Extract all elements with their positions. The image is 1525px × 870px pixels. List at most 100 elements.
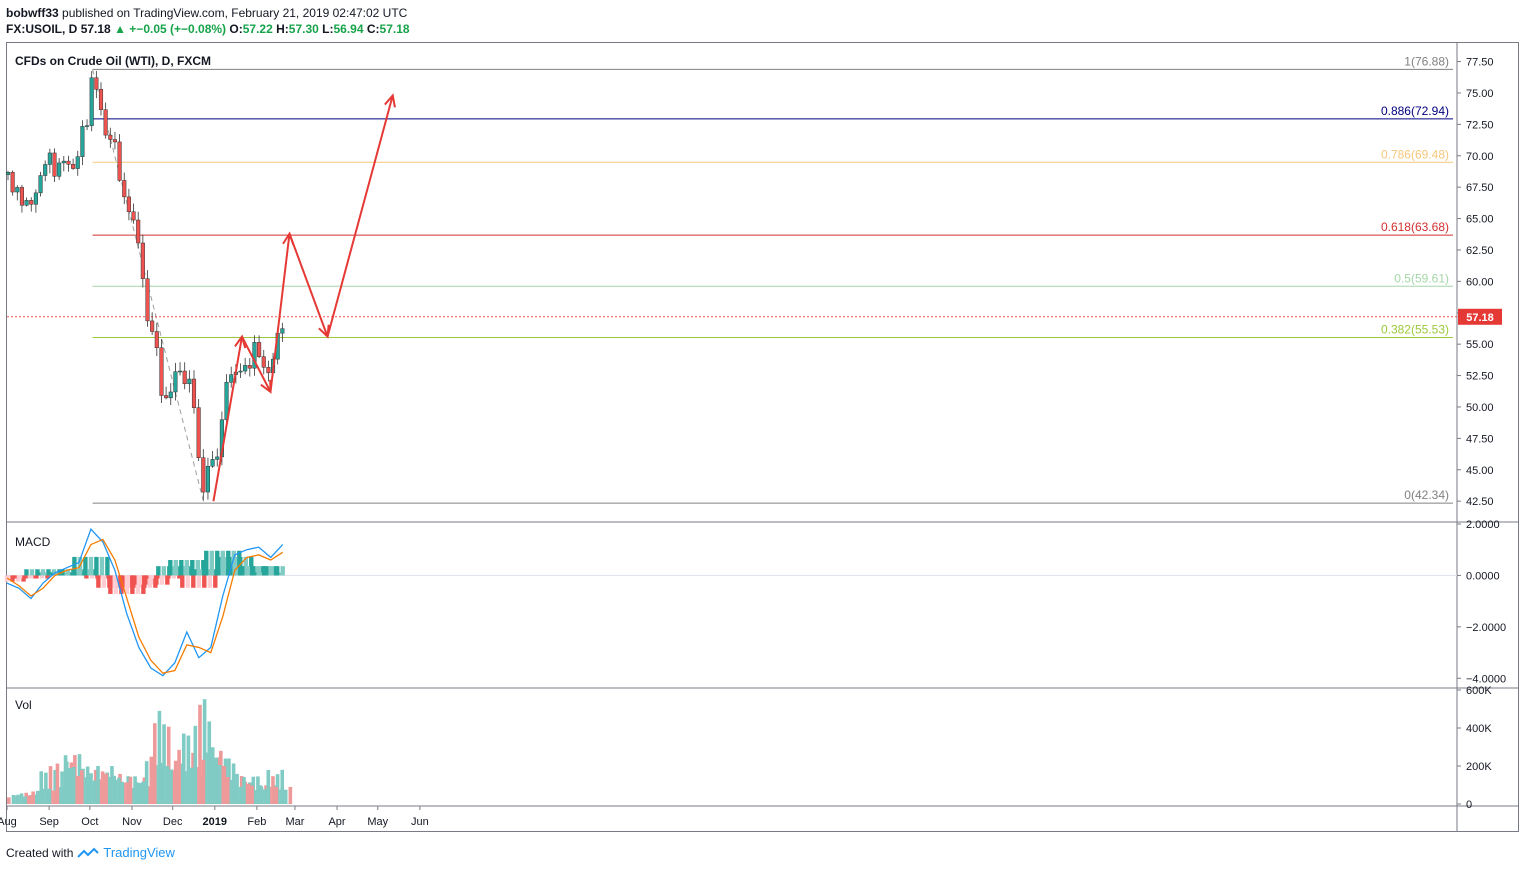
- candle-body: [29, 200, 34, 205]
- volume-bar: [144, 761, 149, 804]
- macd-histogram-bar: [5, 575, 11, 579]
- volume-bar: [128, 776, 133, 804]
- macd-histogram-bar: [108, 575, 113, 594]
- price-change: +−0.05 (+−0.08%): [129, 22, 227, 36]
- volume-bar: [88, 775, 92, 804]
- macd-histogram-bar: [202, 575, 207, 588]
- macd-histogram-bar: [216, 556, 221, 576]
- macd-histogram-bar: [257, 572, 262, 576]
- macd-tick-label: 2.0000: [1466, 519, 1500, 531]
- candle-body: [238, 370, 243, 373]
- macd-histogram-bar: [191, 575, 196, 588]
- macd-histogram-bar: [99, 556, 105, 576]
- time-tick-label: Aug: [0, 816, 17, 828]
- fib-level-label: 0.886(72.94): [1381, 104, 1449, 118]
- open-label: O:: [229, 22, 243, 36]
- candle-body: [215, 456, 220, 460]
- author-name[interactable]: bobwff33: [6, 6, 59, 20]
- volume-bar: [190, 767, 194, 804]
- time-tick-label: May: [367, 816, 388, 828]
- volume-bar: [185, 777, 190, 804]
- volume-bar: [181, 733, 186, 804]
- price-tick-label: 55.00: [1466, 339, 1494, 351]
- volume-bar: [254, 790, 259, 804]
- macd-histogram-bar: [48, 572, 53, 576]
- volume-bar: [63, 755, 68, 804]
- volume-bar: [288, 786, 293, 804]
- macd-histogram-bar: [159, 575, 165, 585]
- macd-histogram-bar: [196, 575, 202, 588]
- time-tick-label: Sep: [39, 816, 59, 828]
- volume-bar: [283, 789, 288, 804]
- candle-body: [243, 365, 248, 372]
- macd-histogram-bar: [184, 560, 190, 576]
- macd-histogram-bar: [233, 566, 238, 576]
- volume-bar: [242, 777, 246, 804]
- macd-histogram-bar: [155, 575, 160, 579]
- candle-body: [24, 200, 29, 206]
- time-tick-label: Jun: [411, 816, 429, 828]
- volume-bar: [206, 752, 210, 804]
- volume-bar: [225, 776, 230, 804]
- macd-histogram-bar: [168, 560, 173, 576]
- volume-bar: [173, 760, 178, 804]
- volume-bar: [44, 772, 48, 804]
- macd-histogram-bar: [36, 572, 41, 576]
- macd-histogram-bar: [180, 575, 185, 588]
- volume-bar: [68, 767, 73, 804]
- volume-bar: [162, 724, 166, 804]
- projection-arrow: [212, 336, 243, 502]
- volume-bar: [79, 770, 84, 804]
- macd-histogram-bar: [197, 569, 202, 576]
- volume-bar: [11, 794, 16, 804]
- macd-pane-title: MACD: [15, 535, 51, 549]
- candle-body: [136, 219, 141, 244]
- ohlc-line: FX:USOIL, D 57.18 ▲ +−0.05 (+−0.08%) O:5…: [6, 21, 410, 37]
- open-value: 57.22: [242, 22, 273, 36]
- fib-level-label: 0(42.34): [1404, 488, 1449, 502]
- candle-body: [19, 187, 24, 206]
- macd-tick-label: −2.0000: [1466, 622, 1506, 634]
- volume-bar: [165, 766, 170, 804]
- candle-body: [150, 320, 155, 332]
- macd-histogram-bar: [161, 566, 167, 576]
- candle-body: [94, 77, 99, 90]
- candle-body: [154, 331, 159, 349]
- volume-bar: [133, 776, 137, 804]
- fib-level-label: 0.786(69.48): [1381, 147, 1449, 161]
- volume-bar: [27, 795, 32, 804]
- volume-bar: [141, 781, 145, 804]
- macd-histogram-bar: [144, 575, 149, 579]
- last-price-tag-label: 57.18: [1466, 312, 1494, 324]
- macd-histogram-bar: [113, 575, 119, 594]
- price-tick-label: 62.50: [1466, 245, 1494, 257]
- candle-body: [57, 162, 62, 177]
- macd-histogram-bar: [154, 575, 159, 585]
- volume-bar: [120, 781, 125, 804]
- candle-body: [108, 134, 113, 140]
- candle-body: [187, 378, 192, 385]
- candle-body: [112, 139, 118, 143]
- up-triangle-icon: ▲: [114, 22, 126, 36]
- volume-bar: [238, 786, 243, 804]
- volume-bar: [230, 779, 235, 804]
- macd-histogram-bar: [195, 560, 201, 576]
- macd-histogram-bar: [280, 566, 285, 576]
- tradingview-logo-icon: [77, 847, 100, 858]
- volume-bar: [246, 783, 251, 804]
- chart-header: bobwff33 published on TradingView.com, F…: [6, 5, 410, 37]
- last-price: 57.18: [80, 22, 111, 36]
- volume-bar: [250, 785, 254, 804]
- price-tick-label: 50.00: [1466, 402, 1494, 414]
- volume-bar: [84, 777, 89, 804]
- candle-body: [89, 77, 94, 126]
- fib-level-label: 0.618(63.68): [1381, 220, 1449, 234]
- macd-histogram-bar: [275, 566, 280, 576]
- macd-histogram-bar: [171, 575, 177, 579]
- close-value: 57.18: [379, 22, 410, 36]
- tradingview-brand[interactable]: TradingView: [103, 845, 175, 860]
- macd-histogram-bar: [12, 575, 17, 579]
- price-tick-label: 47.50: [1466, 433, 1494, 445]
- volume-bar: [193, 725, 198, 804]
